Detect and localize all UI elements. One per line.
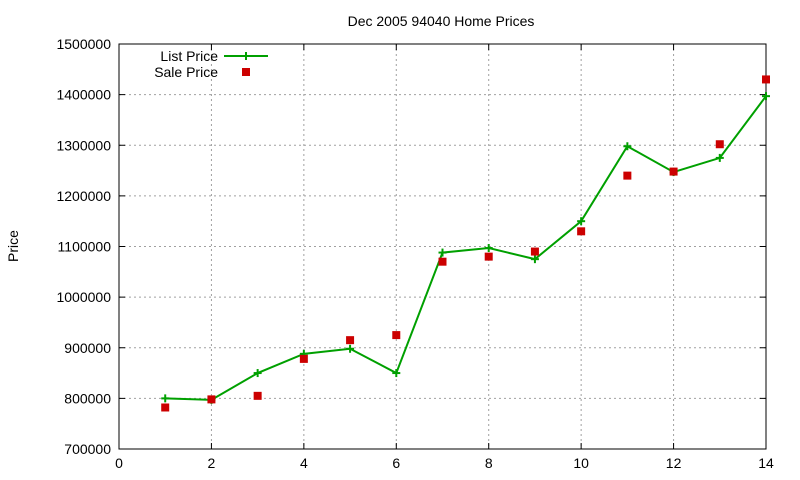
legend-label: List Price	[160, 48, 218, 64]
list-price-point	[577, 217, 586, 226]
x-tick-label: 8	[485, 455, 493, 471]
y-tick-label: 1200000	[56, 188, 111, 204]
list-price-point	[484, 244, 493, 253]
y-tick-label: 1300000	[56, 137, 111, 153]
axis-ticks	[118, 43, 767, 450]
series-layer	[161, 75, 770, 412]
sale-price-point	[669, 167, 678, 176]
list-price-point	[253, 369, 262, 378]
legend-marker	[242, 68, 250, 76]
list-price-point	[715, 153, 724, 162]
sale-price-point	[484, 252, 493, 261]
sale-price-point	[161, 403, 170, 412]
sale-price-point	[299, 354, 308, 363]
list-price-point	[762, 92, 770, 101]
sale-price-point	[623, 171, 632, 180]
y-tick-label: 700000	[64, 441, 111, 457]
list-price-point	[392, 369, 401, 378]
chart-title: Dec 2005 94040 Home Prices	[348, 13, 535, 29]
x-tick-label: 14	[758, 455, 774, 471]
y-tick-label: 1400000	[56, 87, 111, 103]
y-tick-label: 900000	[64, 340, 111, 356]
legend-item-list-price: List Price	[160, 48, 268, 64]
x-tick-label: 10	[573, 455, 589, 471]
sale-price-point	[346, 336, 355, 345]
plot-frame	[118, 43, 767, 450]
list-price-point	[161, 394, 170, 403]
y-tick-label: 800000	[64, 390, 111, 406]
sale-price-point	[438, 257, 447, 266]
y-tick-label: 1100000	[58, 239, 112, 255]
list-price-point	[623, 142, 632, 151]
sale-price-point	[715, 140, 724, 149]
legend-item-sale-price: Sale Price	[154, 64, 250, 80]
x-tick-label: 6	[392, 455, 400, 471]
tick-labels: 0 2 4 6 8 10 12 14 700000 800000 900000 1000000 1100…	[56, 36, 774, 471]
list-price-point	[346, 344, 355, 353]
legend-label: Sale Price	[154, 64, 218, 80]
y-tick-label: 1500000	[56, 36, 111, 52]
list-price-series	[161, 92, 770, 404]
sale-price-point	[392, 331, 401, 340]
list-price-point	[438, 248, 447, 257]
list-price-point	[530, 255, 539, 264]
sale-price-point	[253, 391, 262, 400]
sale-price-point	[530, 247, 539, 256]
x-tick-label: 12	[666, 455, 682, 471]
sale-price-series	[161, 75, 770, 412]
sale-price-point	[207, 395, 216, 404]
legend-marker	[242, 52, 250, 60]
sale-price-point	[577, 227, 586, 236]
sale-price-point	[762, 75, 770, 84]
grid-lines	[119, 44, 766, 449]
x-tick-label: 4	[300, 455, 308, 471]
y-tick-label: 1000000	[56, 289, 111, 305]
list-price-line	[165, 95, 767, 401]
x-tick-label: 2	[208, 455, 216, 471]
y-axis-label: Price	[5, 230, 21, 262]
x-tick-label: 0	[115, 455, 123, 471]
